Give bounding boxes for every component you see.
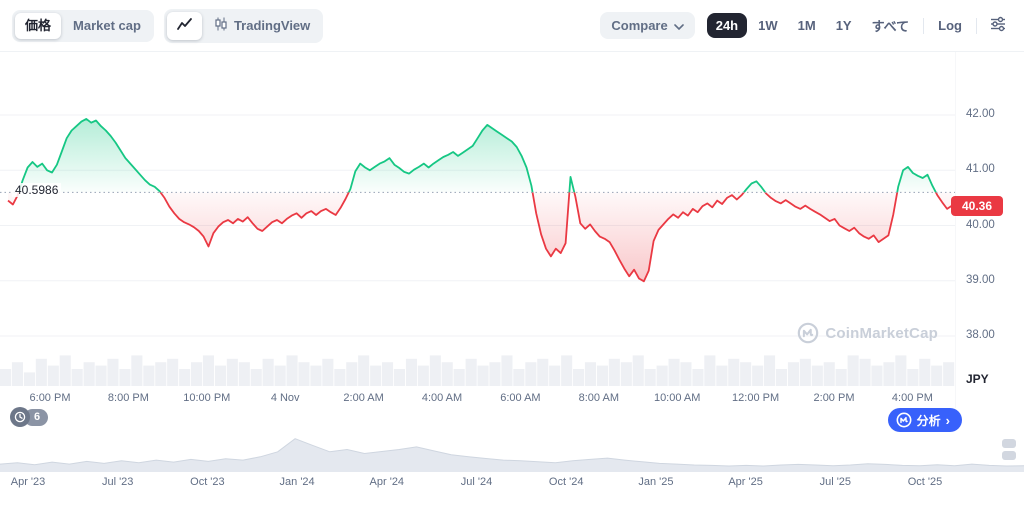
chevron-down-icon — [673, 18, 684, 33]
currency-label: JPY — [966, 372, 989, 386]
toolbar-divider — [976, 17, 977, 34]
range-1M[interactable]: 1M — [789, 13, 825, 38]
watermark-text: CoinMarketCap — [825, 324, 938, 342]
x-axis: 6:00 PM 8:00 PM 10:00 PM 4 Nov 2:00 AM 4:00 A… — [0, 390, 955, 408]
range-24h[interactable]: 24h — [706, 13, 748, 38]
watermark: CoinMarketCap — [797, 322, 938, 344]
analysis-button[interactable]: 分析 › — [887, 408, 962, 432]
chart-toolbar: 価格 Market cap — [0, 0, 1024, 52]
x-axis-label: 6:00 AM — [500, 392, 541, 404]
scrollbar-thumb[interactable] — [1002, 451, 1016, 460]
range-navigator: Apr '23 Jul '23 Oct '23 Jan '24 Apr '24 Jul '… — [0, 432, 1024, 496]
history-count-badge: 6 — [24, 408, 49, 426]
navigator-chart[interactable] — [0, 432, 1024, 472]
x-axis-label: 2:00 AM — [343, 392, 384, 404]
navigator-axis-label: Jan '24 — [279, 476, 315, 488]
chart-style-toggle: TradingView — [163, 8, 324, 43]
line-chart-toggle[interactable] — [166, 11, 202, 40]
main-chart-area: JPY 42.00 41.00 40.00 39.00 38.00 6:00 PM 8:0… — [0, 52, 1024, 408]
chevron-right-icon: › — [945, 412, 950, 428]
navigator-axis-label: Apr '23 — [10, 476, 46, 488]
clock-history-icon — [10, 407, 30, 427]
toolbar-divider — [923, 17, 925, 34]
analysis-label: 分析 — [916, 413, 941, 428]
toolbar-left: 価格 Market cap — [12, 8, 324, 43]
x-axis-label: 8:00 AM — [578, 392, 619, 404]
compare-button[interactable]: Compare — [600, 12, 695, 39]
navigator-axis-label: Apr '25 — [728, 476, 763, 488]
candlestick-icon — [214, 17, 228, 35]
range-すべて[interactable]: すべて — [863, 11, 919, 40]
scrollbar-thumb[interactable] — [1002, 439, 1016, 448]
main-price-chart[interactable] — [0, 52, 955, 390]
x-axis-label: 4:00 PM — [891, 392, 933, 404]
x-axis-label: 6:00 PM — [29, 392, 71, 404]
navigator-axis-label: Oct '24 — [548, 476, 584, 488]
navigator-axis-label: Oct '25 — [907, 476, 943, 488]
line-chart-icon — [177, 17, 192, 35]
x-axis-label: 12:00 PM — [732, 392, 780, 404]
x-axis-label: 4:00 AM — [421, 392, 463, 404]
x-axis-label: 2:00 PM — [813, 392, 855, 404]
navigator-axis-label: Oct '23 — [190, 476, 225, 488]
analysis-logo-icon — [896, 412, 912, 428]
baseline-price-label: 40.5986 — [12, 183, 62, 198]
navigator-axis-label: Jan '25 — [638, 476, 674, 488]
navigator-axis-label: Apr '24 — [369, 476, 405, 488]
chart-type-toggle: 価格 Market cap — [12, 9, 154, 42]
y-axis-label: 38.00 — [966, 329, 995, 341]
last-price-badge[interactable]: 40.36 — [951, 195, 1003, 216]
navigator-axis-label: Jul '25 — [819, 476, 852, 488]
tab-marketcap[interactable]: Market cap — [63, 13, 151, 39]
toolbar-right: Compare 24h 1W 1M 1Y すべて Log — [600, 11, 1012, 40]
range-Log[interactable]: Log — [929, 13, 971, 38]
range-1W[interactable]: 1W — [749, 13, 787, 38]
coinmarketcap-logo-icon — [797, 322, 819, 344]
history-chip[interactable]: 6 — [10, 407, 49, 427]
tradingview-toggle[interactable]: TradingView — [204, 12, 320, 40]
tab-price[interactable]: 価格 — [15, 12, 62, 39]
y-axis: JPY 42.00 41.00 40.00 39.00 38.00 — [955, 52, 1024, 408]
compare-label: Compare — [611, 18, 668, 33]
y-axis-label: 40.00 — [966, 218, 995, 231]
time-range-group: 24h 1W 1M 1Y すべて Log — [706, 11, 980, 40]
x-axis-label: 10:00 PM — [183, 392, 231, 404]
navigator-axis: Apr '23 Jul '23 Oct '23 Jan '24 Apr '24 Jul '… — [0, 476, 1024, 492]
navigator-scrollbar — [1002, 439, 1016, 460]
y-axis-label: 42.00 — [966, 108, 995, 120]
tradingview-label: TradingView — [233, 17, 311, 33]
x-axis-label: 10:00 AM — [653, 392, 701, 404]
x-axis-label: 4 Nov — [270, 392, 300, 404]
chart-footer-row: 6 分析 › — [0, 405, 1024, 435]
range-1Y[interactable]: 1Y — [827, 13, 861, 38]
y-axis-label: 41.00 — [966, 163, 995, 176]
sliders-icon — [990, 16, 1006, 35]
chart-settings-button[interactable] — [984, 12, 1012, 39]
navigator-axis-label: Jul '23 — [101, 476, 134, 488]
navigator-axis-label: Jul '24 — [460, 476, 493, 488]
x-axis-label: 8:00 PM — [107, 392, 149, 404]
y-axis-label: 39.00 — [966, 273, 995, 286]
